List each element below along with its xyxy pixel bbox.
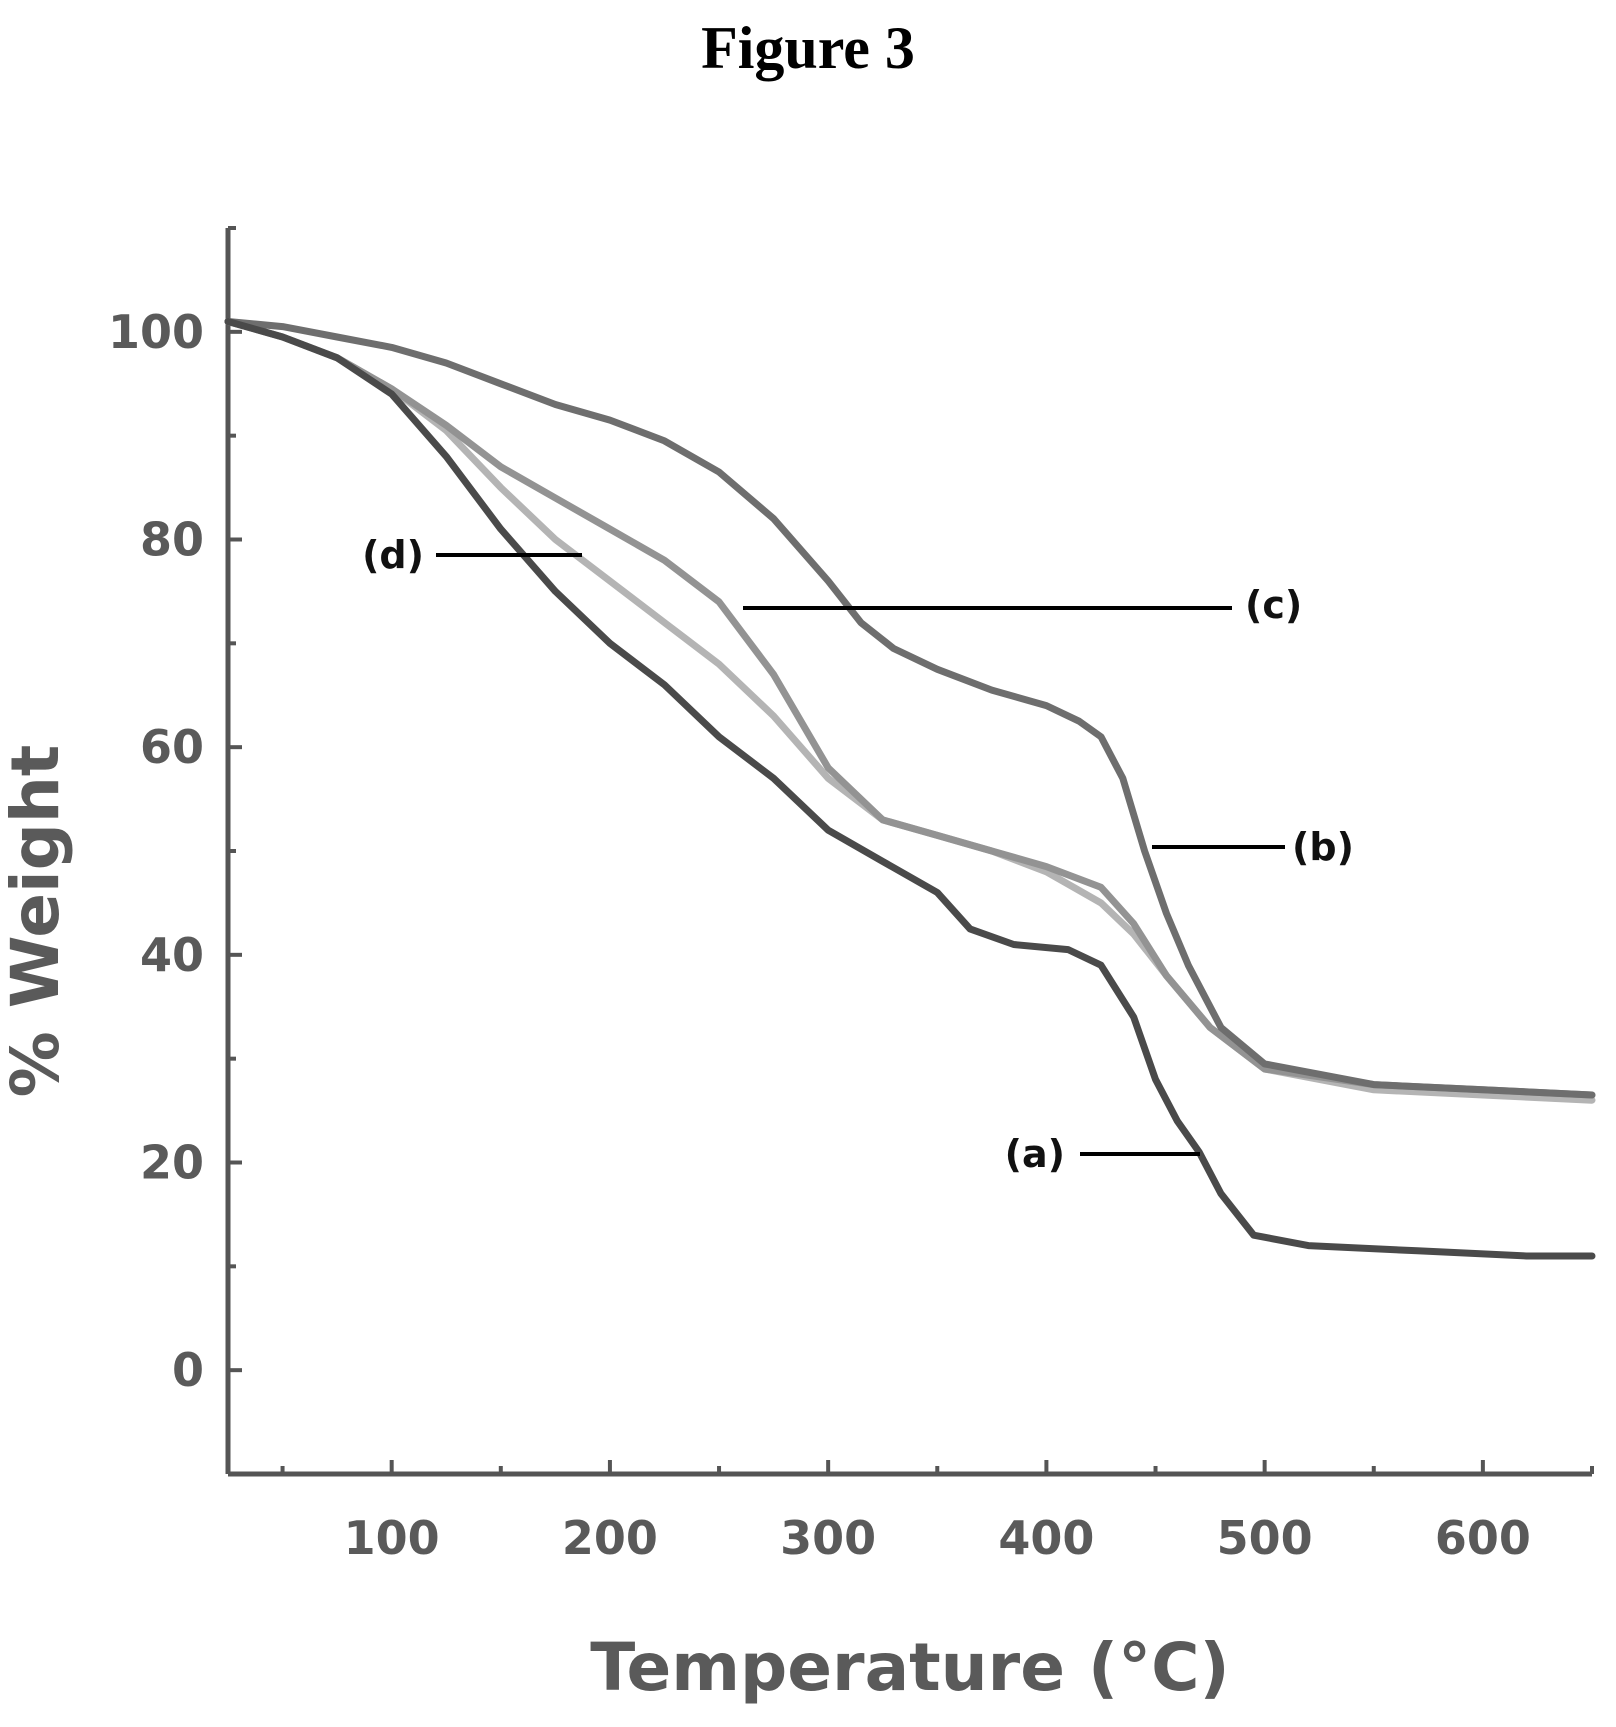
annotations: (d) (c) (b) (a)	[362, 533, 1354, 1176]
curve-b	[224, 318, 1596, 1099]
y-axis-title: % Weight	[0, 745, 74, 1098]
x-tick-label: 500	[1217, 1511, 1313, 1565]
curve-a	[224, 318, 1596, 1260]
x-tick-label: 100	[344, 1511, 440, 1565]
label-c: (c)	[1245, 583, 1302, 627]
x-tick-label: 300	[780, 1511, 876, 1565]
y-tick-label: 0	[172, 1343, 204, 1397]
y-tick-label: 100	[108, 305, 204, 359]
curves	[224, 318, 1596, 1260]
label-b: (b)	[1292, 825, 1354, 869]
x-tick-label: 600	[1435, 1511, 1531, 1565]
y-tick-label: 20	[140, 1136, 204, 1190]
x-tick-label: 400	[998, 1511, 1094, 1565]
label-d: (d)	[362, 533, 424, 577]
label-a: (a)	[1005, 1132, 1065, 1176]
curve-c	[224, 318, 1596, 1099]
axes: 0 20 40 60 80 100 100 200 300 400 500 600 Temperatur…	[0, 226, 1594, 1706]
figure-title: Figure 3	[701, 15, 915, 81]
y-tick-label: 40	[140, 928, 204, 982]
y-tick-label: 60	[140, 720, 204, 774]
x-axis-title: Temperature (°C)	[590, 1629, 1229, 1706]
x-tick-label: 200	[562, 1511, 658, 1565]
y-tick-label: 80	[140, 513, 204, 567]
